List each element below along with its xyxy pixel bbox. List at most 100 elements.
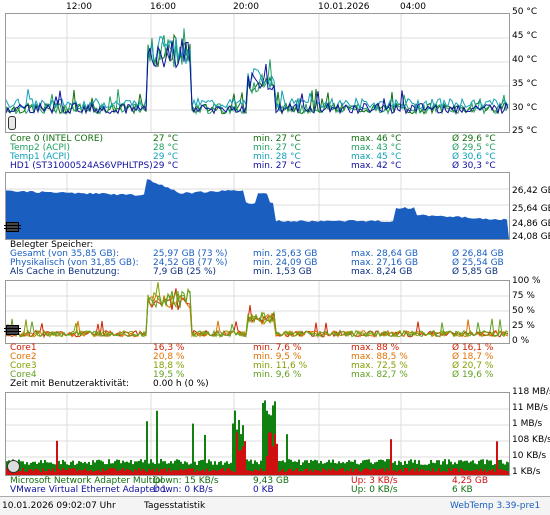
network-up-bar [398,470,400,475]
network-up-bar [28,469,30,475]
sensor-avg: Ø 29,6 °C [452,134,496,144]
core-current: 18,8 % [153,361,185,371]
y-tick-label: 35 °C [512,79,538,89]
user-activity-value: 0.00 h (0 %) [153,379,209,389]
network-up-bar [344,471,346,475]
network-up-bar [198,471,200,475]
network-down-bar [78,461,80,475]
network-up-bar [154,471,156,475]
network-up-bar [286,471,288,475]
network-up-bar [134,469,136,475]
network-up-bar [412,468,414,475]
network-down-bar [464,460,466,475]
network-down-bar [208,459,210,475]
network-up-bar [230,470,232,475]
network-down-bar [466,460,468,475]
network-up-bar [164,468,166,475]
network-up-bar [314,469,316,475]
network-down-bar [386,459,388,475]
network-down-bar [332,459,334,475]
network-up-bar [124,470,126,475]
network-down-bar [120,463,122,475]
y-tick-label: 10 KB/s [512,451,547,461]
network-up-bar [468,470,470,475]
network-up-bar [32,470,34,475]
network-down-bar [370,462,372,475]
network-up-bar [200,470,202,475]
network-up-bar [16,471,18,475]
network-up-bar [190,468,192,475]
tab-tagesstatistik[interactable]: Tagesstatistik [144,501,206,511]
network-up-bar [492,469,494,475]
network-up-bar [86,470,88,475]
network-up-bar [450,471,452,475]
network-up-bar [196,469,198,475]
network-up-bar [110,468,112,475]
network-up-bar [362,469,364,475]
network-down-bar [414,459,416,475]
network-up-bar [408,471,410,475]
adapter-up: Up: 0 KB/s [351,485,398,495]
network-up-bar [26,471,28,475]
y-tick-label: 100 % [512,276,541,286]
network-up-bar [414,471,416,475]
network-up-bar [80,470,82,475]
network-up-bar [228,468,230,475]
network-up-bar [448,468,450,475]
network-up-bar [244,441,246,475]
network-up-bar [136,470,138,475]
network-up-bar [232,471,234,475]
network-up-bar [174,470,176,475]
network-up-bar [38,470,40,475]
network-up-bar [82,470,84,475]
network-up-bar [176,470,178,475]
network-down-bar [146,421,148,475]
network-down-bar [352,461,354,475]
memory-label: Gesamt (von 35,85 GB): [10,249,120,259]
network-down-bar [260,460,262,475]
network-up-bar [258,470,260,475]
network-up-bar [364,468,366,475]
network-down-bar [202,459,204,475]
network-down-bar [252,463,254,475]
core-avg: Ø 18,7 % [452,352,494,362]
network-down-bar [254,460,256,475]
network-up-bar [24,471,26,475]
core-current: 20,8 % [153,352,185,362]
network-down-bar [138,460,140,475]
network-up-bar [68,468,70,475]
network-down-bar [46,462,48,475]
sensor-name: Core 0 (INTEL CORE) [10,134,104,144]
network-up-bar [276,443,278,475]
network-up-bar [384,471,386,475]
sensor-current: 29 °C [153,161,179,171]
core-avg: Ø 20,7 % [452,361,494,371]
network-down-bar [272,405,274,475]
core-min: min. 7,6 % [253,343,302,353]
network-down-bar [72,460,74,475]
network-down-bar [64,461,66,475]
network-down-bar [320,460,322,475]
network-up-bar [270,432,272,475]
network-down-bar [364,460,366,475]
network-up-bar [330,470,332,475]
network-up-bar [434,471,436,475]
network-up-bar [370,470,372,475]
network-up-bar [224,471,226,475]
network-up-bar [488,470,490,475]
network-down-bar [410,459,412,475]
network-up-bar [48,468,50,475]
network-down-bar [182,463,184,475]
network-down-bar [158,463,160,475]
network-down-bar [128,462,130,475]
network-down-bar [336,463,338,475]
network-down-bar [278,460,280,475]
adapter-down: Down: 15 KB/s [153,476,219,486]
network-down-bar [362,460,364,475]
network-up-bar [490,470,492,475]
network-down-bar [426,464,428,475]
network-down-bar [176,459,178,475]
network-up-bar [116,470,118,475]
network-down-bar [472,460,474,475]
core-avg: Ø 19,6 % [452,370,494,380]
